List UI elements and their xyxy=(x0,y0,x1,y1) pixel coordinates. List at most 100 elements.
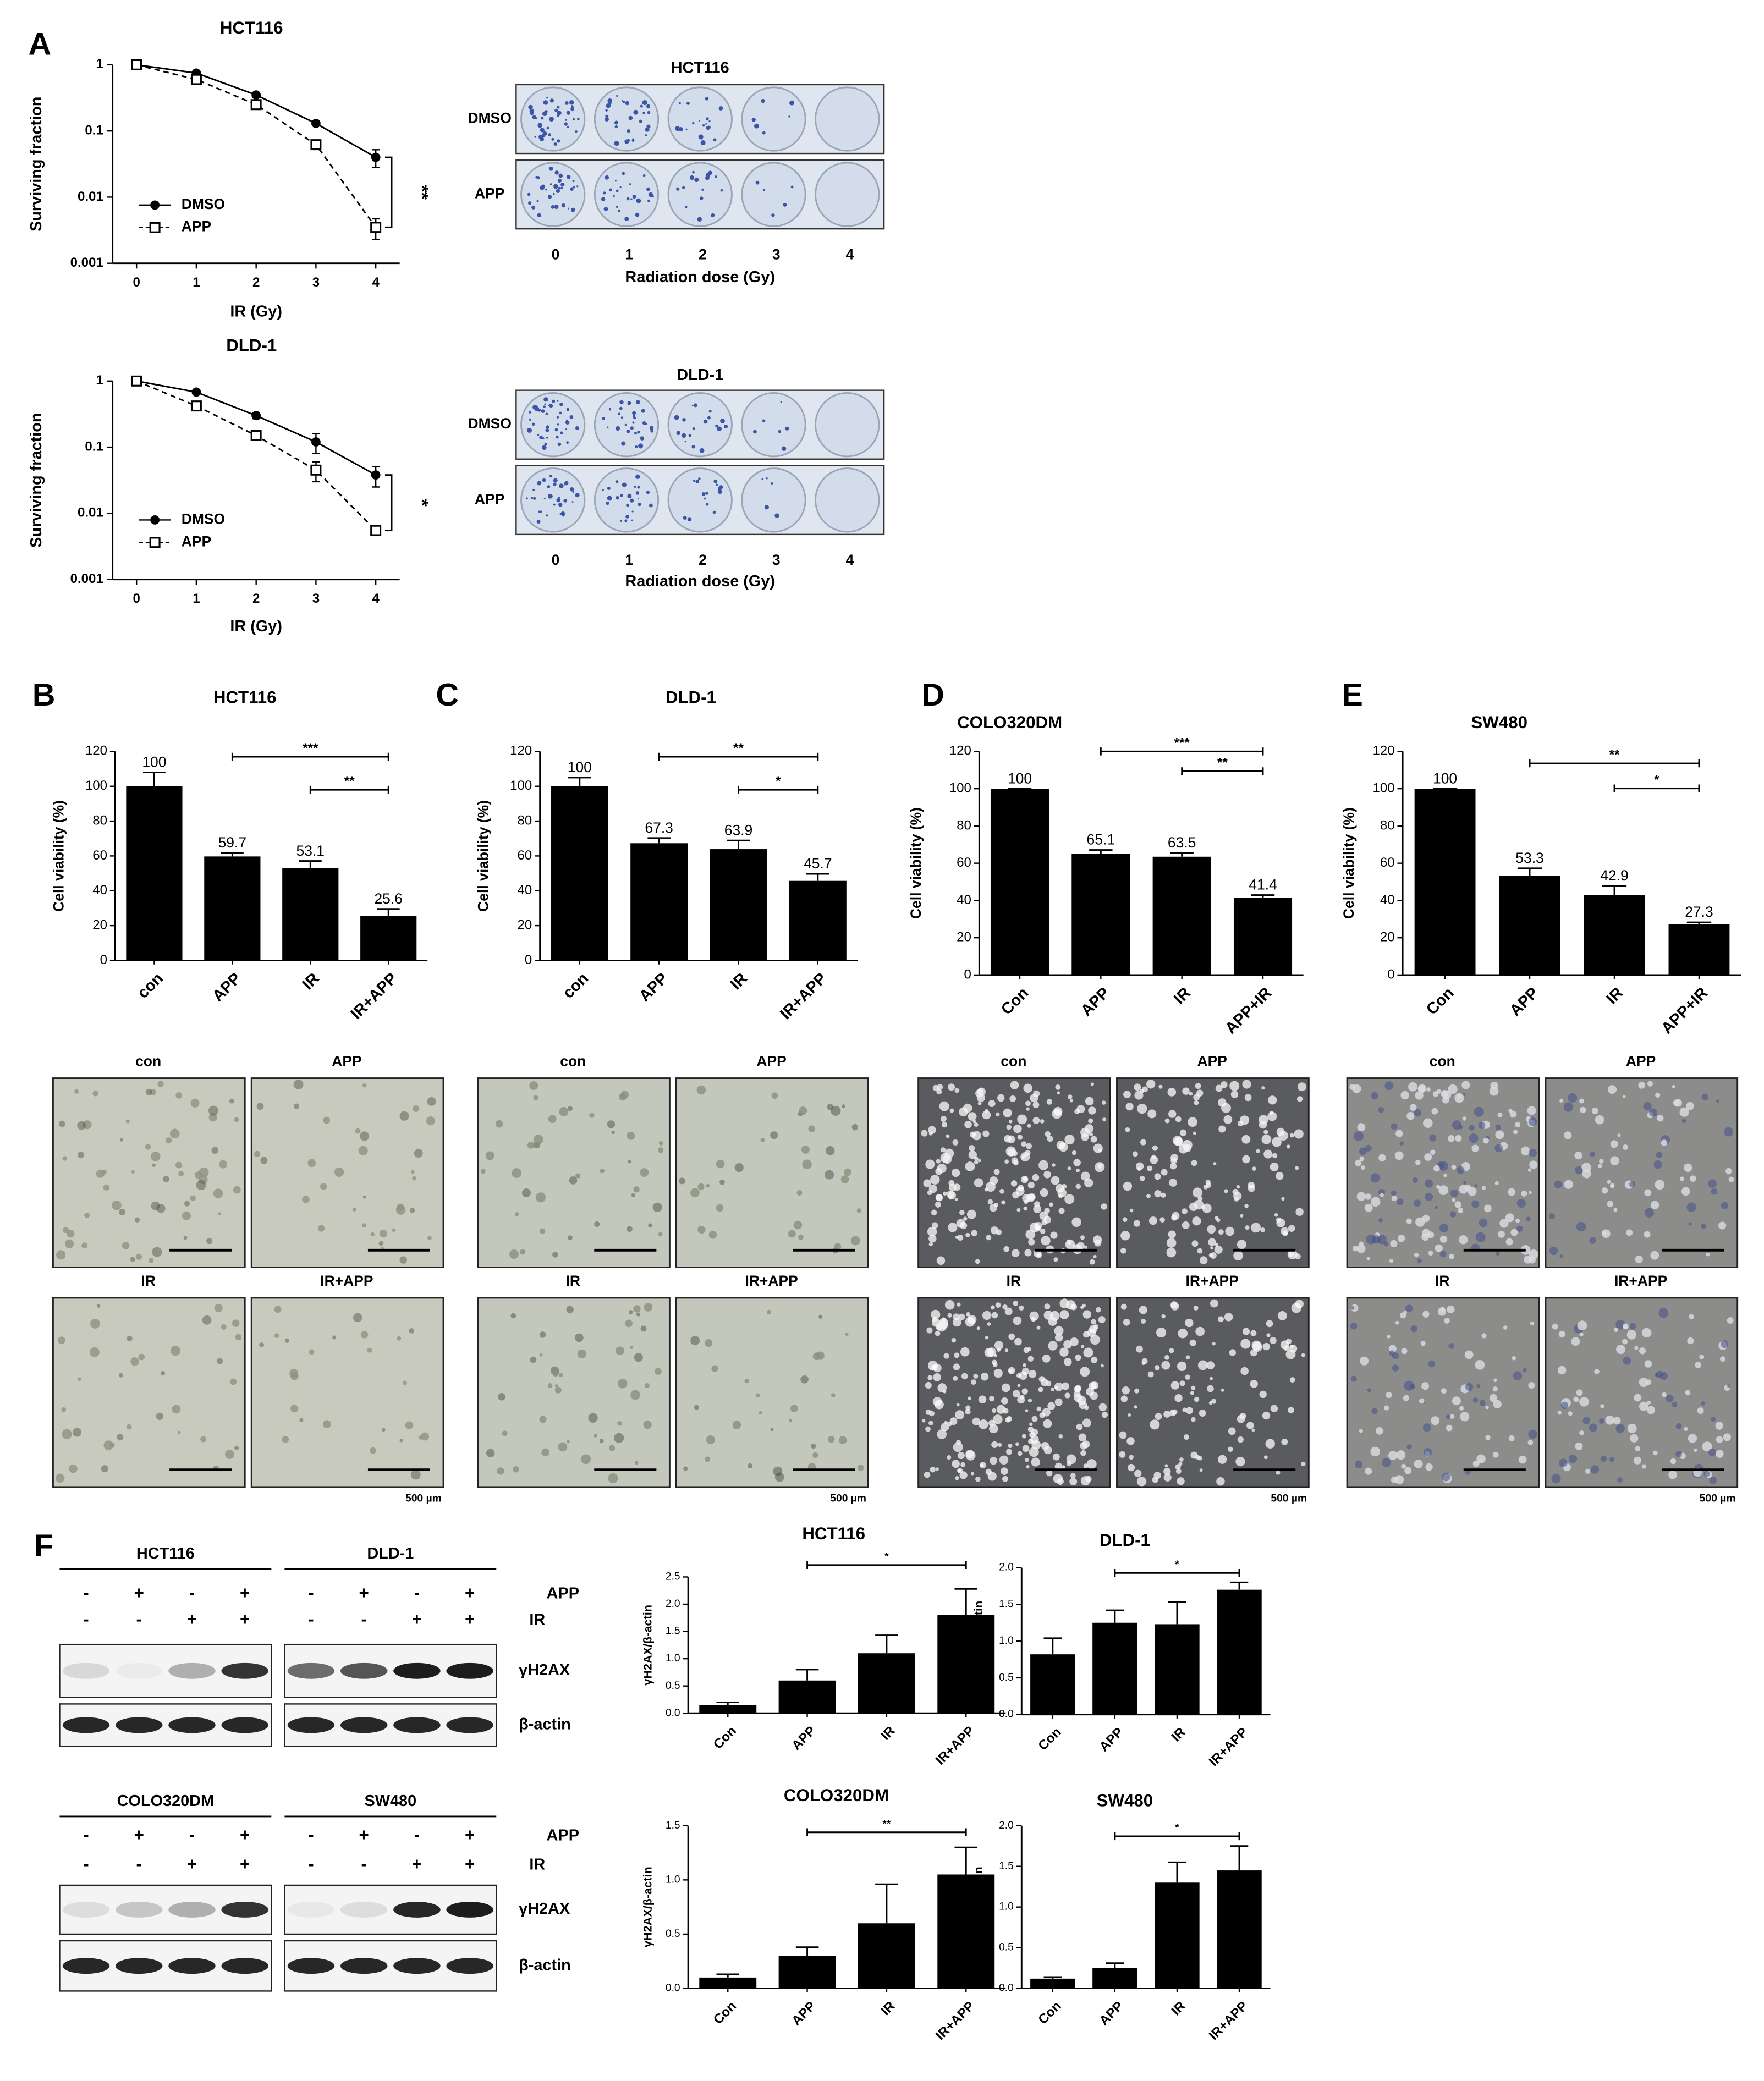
colony xyxy=(681,433,686,438)
cell xyxy=(1414,1252,1419,1258)
colony xyxy=(789,100,795,106)
colony xyxy=(645,423,647,426)
cell xyxy=(1479,1400,1486,1406)
colony xyxy=(614,141,619,146)
cell xyxy=(719,1179,725,1185)
cell xyxy=(1141,1358,1148,1364)
cell xyxy=(1208,1401,1213,1405)
treatment-sign: + xyxy=(465,1583,475,1603)
cell xyxy=(1133,1220,1140,1227)
cell xyxy=(1146,1080,1156,1089)
cell xyxy=(1389,1258,1394,1263)
cell xyxy=(72,1428,82,1437)
colony xyxy=(636,198,641,203)
cell xyxy=(1403,1395,1409,1401)
cell xyxy=(1093,1254,1097,1259)
cell xyxy=(1025,1150,1031,1156)
colony xyxy=(554,108,558,112)
cell xyxy=(927,1375,933,1380)
error-bar xyxy=(1686,921,1712,924)
marker xyxy=(131,59,142,70)
cell xyxy=(928,1242,933,1247)
cell xyxy=(1600,1455,1607,1462)
cell xyxy=(320,1183,327,1190)
band xyxy=(221,1958,268,1974)
cell xyxy=(1529,1160,1538,1169)
x-tick-label: 0 xyxy=(133,591,140,606)
cell xyxy=(955,1476,959,1480)
cell xyxy=(1040,1188,1048,1197)
data-label: 45.7 xyxy=(804,855,832,872)
band xyxy=(115,1958,163,1974)
cell xyxy=(1609,1457,1615,1462)
band xyxy=(340,1958,388,1974)
colony xyxy=(544,403,546,405)
treatment-sign: + xyxy=(359,1825,369,1845)
significance-bracket xyxy=(384,156,393,228)
cell xyxy=(1675,1450,1683,1457)
cell xyxy=(1414,1109,1421,1117)
cell xyxy=(956,1403,960,1407)
cell xyxy=(1064,1358,1072,1366)
cell xyxy=(842,1104,845,1108)
cell xyxy=(521,1188,531,1198)
cell xyxy=(1623,1323,1629,1330)
cell xyxy=(1228,1446,1233,1452)
significance-bracket xyxy=(806,1828,967,1836)
colony xyxy=(645,127,650,132)
cell xyxy=(145,1088,152,1095)
cell xyxy=(1034,1222,1042,1230)
cell xyxy=(975,1476,981,1482)
cell xyxy=(1439,1223,1449,1233)
cell xyxy=(1090,1335,1100,1345)
cell xyxy=(1134,1405,1137,1409)
cell xyxy=(788,1419,792,1423)
cell xyxy=(979,1419,988,1429)
cell xyxy=(157,1081,164,1087)
cell xyxy=(64,1239,74,1248)
cell xyxy=(293,1080,304,1089)
cell xyxy=(996,1347,1001,1352)
colony xyxy=(751,117,756,122)
cell xyxy=(992,1362,998,1367)
cell xyxy=(1458,1207,1464,1213)
cell xyxy=(1010,1081,1019,1089)
cell xyxy=(178,1171,184,1177)
cell xyxy=(975,1259,980,1264)
colony xyxy=(785,426,789,431)
chart-title: SW480 xyxy=(1471,713,1527,732)
cell xyxy=(1439,1251,1447,1258)
protein-label: γH2AX xyxy=(519,1900,570,1918)
cell xyxy=(1197,1248,1203,1254)
cell xyxy=(594,1434,597,1438)
cell xyxy=(539,1331,546,1338)
cell xyxy=(985,1335,989,1340)
cell xyxy=(1451,1165,1457,1170)
cell xyxy=(1633,1456,1641,1465)
cell xyxy=(1638,1082,1645,1089)
colony xyxy=(554,170,559,175)
cell xyxy=(1139,1306,1147,1314)
cell xyxy=(694,1405,699,1410)
colony xyxy=(646,187,650,191)
colony xyxy=(529,419,531,421)
cell xyxy=(547,1383,553,1388)
cell xyxy=(1608,1085,1617,1094)
cell xyxy=(1019,1371,1027,1380)
cell xyxy=(502,1430,508,1436)
cell xyxy=(1518,1455,1527,1464)
x-tick-label: 4 xyxy=(372,591,380,606)
cell xyxy=(1450,1189,1458,1197)
cell xyxy=(362,1083,367,1088)
cell xyxy=(1350,1306,1355,1310)
cell xyxy=(199,1167,209,1177)
significance-label: * xyxy=(776,774,781,789)
cell xyxy=(529,1081,538,1090)
cell xyxy=(1170,1381,1180,1390)
legend-label: DMSO xyxy=(182,510,225,527)
cell xyxy=(1240,1367,1249,1375)
cell xyxy=(937,1429,947,1439)
error-bar xyxy=(1043,1976,1062,1979)
cell xyxy=(831,1105,841,1116)
cell xyxy=(1221,1388,1224,1392)
